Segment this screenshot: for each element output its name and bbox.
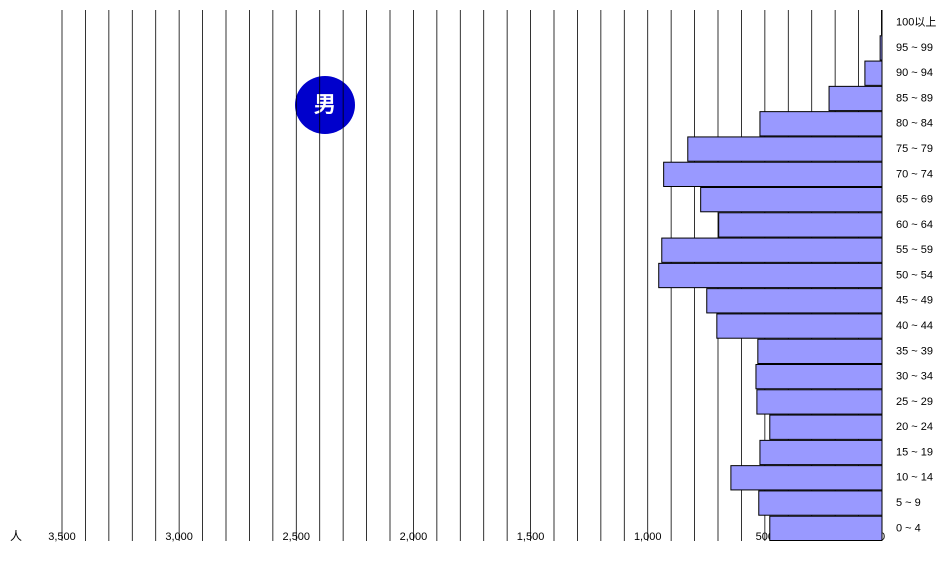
y-tick-label: 10 ~ 14 [896,472,933,484]
y-tick-label: 95 ~ 99 [896,42,933,54]
y-tick-label: 0 ~ 4 [896,522,921,534]
y-tick-label: 60 ~ 64 [896,219,933,231]
bar [760,440,882,464]
y-tick-label: 20 ~ 24 [896,421,933,433]
x-tick-label: 2,500 [283,531,311,543]
y-tick-label: 80 ~ 84 [896,118,933,130]
bar [865,61,882,85]
y-tick-label: 100以上 [896,16,936,29]
x-tick-label: 1,000 [634,531,662,543]
bar [770,415,882,439]
y-tick-label: 40 ~ 44 [896,320,933,332]
bar [717,314,882,338]
y-tick-label: 65 ~ 69 [896,194,933,206]
y-tick-label: 35 ~ 39 [896,345,933,357]
bar [829,86,882,110]
y-tick-label: 5 ~ 9 [896,497,921,509]
bar [770,516,882,540]
x-tick-label: 3,500 [48,531,76,543]
y-tick-label: 25 ~ 29 [896,396,933,408]
bar [760,112,882,136]
y-tick-label: 85 ~ 89 [896,92,933,104]
y-tick-label: 75 ~ 79 [896,143,933,155]
bar [758,339,882,363]
bar [659,263,882,287]
x-tick-label: 1,500 [517,531,545,543]
unit-label: 人 [10,529,22,543]
y-tick-label: 45 ~ 49 [896,295,933,307]
bar [756,365,882,389]
y-tick-label: 55 ~ 59 [896,244,933,256]
y-tick-label: 90 ~ 94 [896,67,933,79]
y-tick-label: 50 ~ 54 [896,269,933,281]
bar [759,491,882,515]
x-tick-label: 2,000 [400,531,428,543]
y-tick-label: 15 ~ 19 [896,446,933,458]
bar [880,36,882,60]
y-tick-label: 70 ~ 74 [896,168,933,180]
bar [731,466,882,490]
x-tick-label: 3,000 [165,531,193,543]
bar [664,162,882,186]
gender-label: 男 [314,92,336,117]
bar [688,137,882,161]
y-tick-label: 30 ~ 34 [896,371,933,383]
bar [707,289,882,313]
bar [719,213,882,237]
bar [662,238,882,262]
bar [757,390,882,414]
bar [701,188,882,212]
